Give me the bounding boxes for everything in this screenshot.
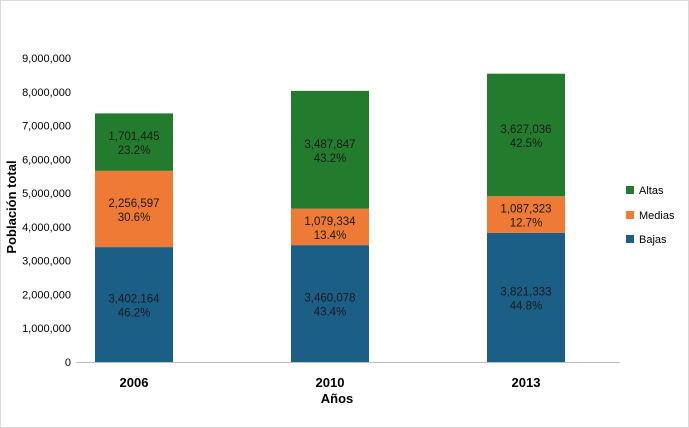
bar-segment-medias-2010 xyxy=(291,208,369,246)
data-label-value: 2,256,597 xyxy=(108,198,159,210)
legend-swatch-medias xyxy=(626,211,634,219)
data-label-percent: 30.6% xyxy=(118,212,151,224)
data-label-value: 1,701,445 xyxy=(108,131,159,143)
bar-segment-medias-2013 xyxy=(487,196,565,233)
legend-label-medias: Medias xyxy=(639,210,675,222)
data-label-value: 3,627,036 xyxy=(500,124,551,136)
y-tick-label: 8,000,000 xyxy=(22,87,71,99)
x-tick-label: 2013 xyxy=(512,375,541,390)
bars xyxy=(95,73,565,362)
y-tick-label: 6,000,000 xyxy=(22,154,71,166)
data-label-value: 1,087,323 xyxy=(500,204,551,216)
bar-segment-altas-2013 xyxy=(487,73,565,197)
legend: Altas Medias Bajas xyxy=(626,185,675,246)
x-axis-title: Años xyxy=(321,391,354,406)
legend-label-bajas: Bajas xyxy=(639,234,667,246)
data-label-percent: 23.2% xyxy=(118,145,151,157)
bar-segment-bajas-2006 xyxy=(95,247,173,362)
data-label-percent: 42.5% xyxy=(510,138,543,150)
legend-swatch-bajas xyxy=(626,235,634,243)
bar-segment-altas-2006 xyxy=(95,113,173,171)
y-axis-title: Población total xyxy=(4,160,19,253)
data-label-value: 3,821,333 xyxy=(500,286,551,298)
data-label-percent: 44.8% xyxy=(510,300,543,312)
y-tick-label: 9,000,000 xyxy=(22,53,71,65)
x-tick-label: 2006 xyxy=(120,375,149,390)
y-tick-label: 4,000,000 xyxy=(22,222,71,234)
y-tick-label: 0 xyxy=(65,357,71,369)
bar-segment-altas-2010 xyxy=(291,90,369,209)
data-label-value: 3,460,078 xyxy=(304,293,355,305)
bar-segment-medias-2006 xyxy=(95,170,173,248)
y-tick-label: 3,000,000 xyxy=(22,256,71,268)
legend-swatch-altas xyxy=(626,186,634,194)
data-label-percent: 46.2% xyxy=(118,308,151,320)
x-axis-ticks: 2006 2010 2013 xyxy=(120,375,541,390)
bar-segment-bajas-2013 xyxy=(487,232,565,362)
data-label-percent: 13.4% xyxy=(314,230,347,242)
bar-segment-bajas-2010 xyxy=(291,245,369,362)
x-tick-label: 2010 xyxy=(316,375,345,390)
y-tick-label: 2,000,000 xyxy=(22,289,71,301)
data-labels: 3,402,164 46.2% 2,256,597 30.6% 1,701,445 23.… xyxy=(108,124,551,320)
y-tick-label: 7,000,000 xyxy=(22,121,71,133)
data-label-value: 3,402,164 xyxy=(108,294,160,306)
y-tick-label: 5,000,000 xyxy=(22,188,71,200)
legend-label-altas: Altas xyxy=(639,185,664,197)
y-axis-ticks: 0 1,000,000 2,000,000 3,000,000 4,000,000 5,0… xyxy=(22,53,71,369)
y-tick-label: 1,000,000 xyxy=(22,323,71,335)
data-label-percent: 12.7% xyxy=(510,218,543,230)
data-label-value: 3,487,847 xyxy=(304,139,355,151)
data-label-percent: 43.2% xyxy=(314,153,347,165)
data-label-percent: 43.4% xyxy=(314,307,347,319)
data-label-value: 1,079,334 xyxy=(304,216,356,228)
